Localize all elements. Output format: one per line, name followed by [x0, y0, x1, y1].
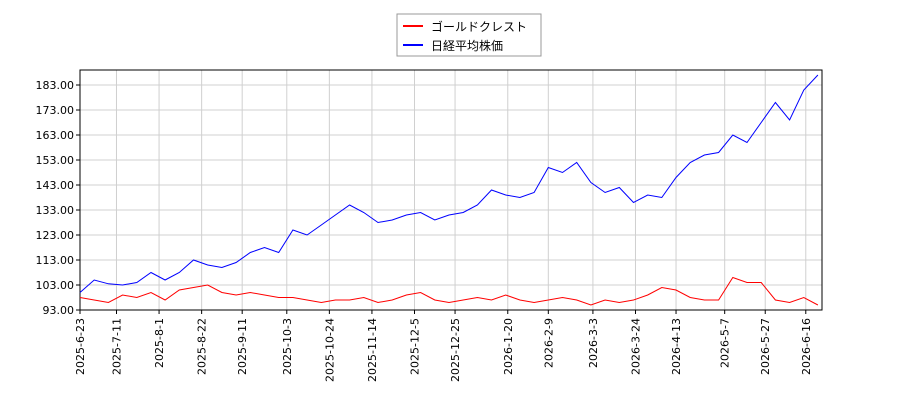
- y-tick-label: 113.00: [36, 254, 75, 267]
- x-tick-label: 2025-12-25: [449, 318, 462, 382]
- x-tick-label: 2025-6-23: [74, 318, 87, 375]
- x-tick-label: 2026-3-3: [587, 318, 600, 368]
- y-tick-label: 173.00: [36, 104, 75, 117]
- legend-label: 日経平均株価: [431, 38, 503, 53]
- x-tick-label: 2025-10-3: [281, 318, 294, 375]
- plot-frame: [79, 69, 823, 311]
- y-tick-label: 163.00: [36, 129, 75, 142]
- x-tick-label: 2026-2-9: [542, 318, 555, 368]
- x-tick-label: 2026-3-24: [629, 318, 642, 375]
- x-tick-label: 2025-8-1: [153, 318, 166, 368]
- y-tick-label: 153.00: [36, 154, 75, 167]
- y-tick-label: 133.00: [36, 204, 75, 217]
- y-tick-label: 93.00: [43, 304, 75, 317]
- x-tick-label: 2025-9-11: [236, 318, 249, 375]
- x-tick-label: 2026-5-7: [719, 318, 732, 368]
- x-tick-label: 2025-11-14: [366, 318, 379, 382]
- x-tick-label: 2026-1-20: [502, 318, 515, 375]
- x-tick-label: 2025-12-5: [409, 318, 422, 375]
- x-tick-label: 2026-5-27: [759, 318, 772, 375]
- x-tick-label: 2025-7-11: [110, 318, 123, 375]
- legend-label: ゴールドクレスト: [431, 19, 527, 34]
- y-tick-label: 123.00: [36, 229, 75, 242]
- x-tick-label: 2026-4-13: [670, 318, 683, 375]
- x-tick-label: 2025-8-22: [196, 318, 209, 375]
- y-tick-label: 143.00: [36, 179, 75, 192]
- series-line: [79, 74, 819, 293]
- y-tick-label: 183.00: [36, 79, 75, 92]
- y-tick-label: 103.00: [36, 279, 75, 292]
- x-tick-label: 2025-10-24: [323, 318, 336, 382]
- legend-box: [396, 13, 542, 57]
- x-tick-label: 2026-6-16: [800, 318, 813, 375]
- series-line: [79, 276, 819, 306]
